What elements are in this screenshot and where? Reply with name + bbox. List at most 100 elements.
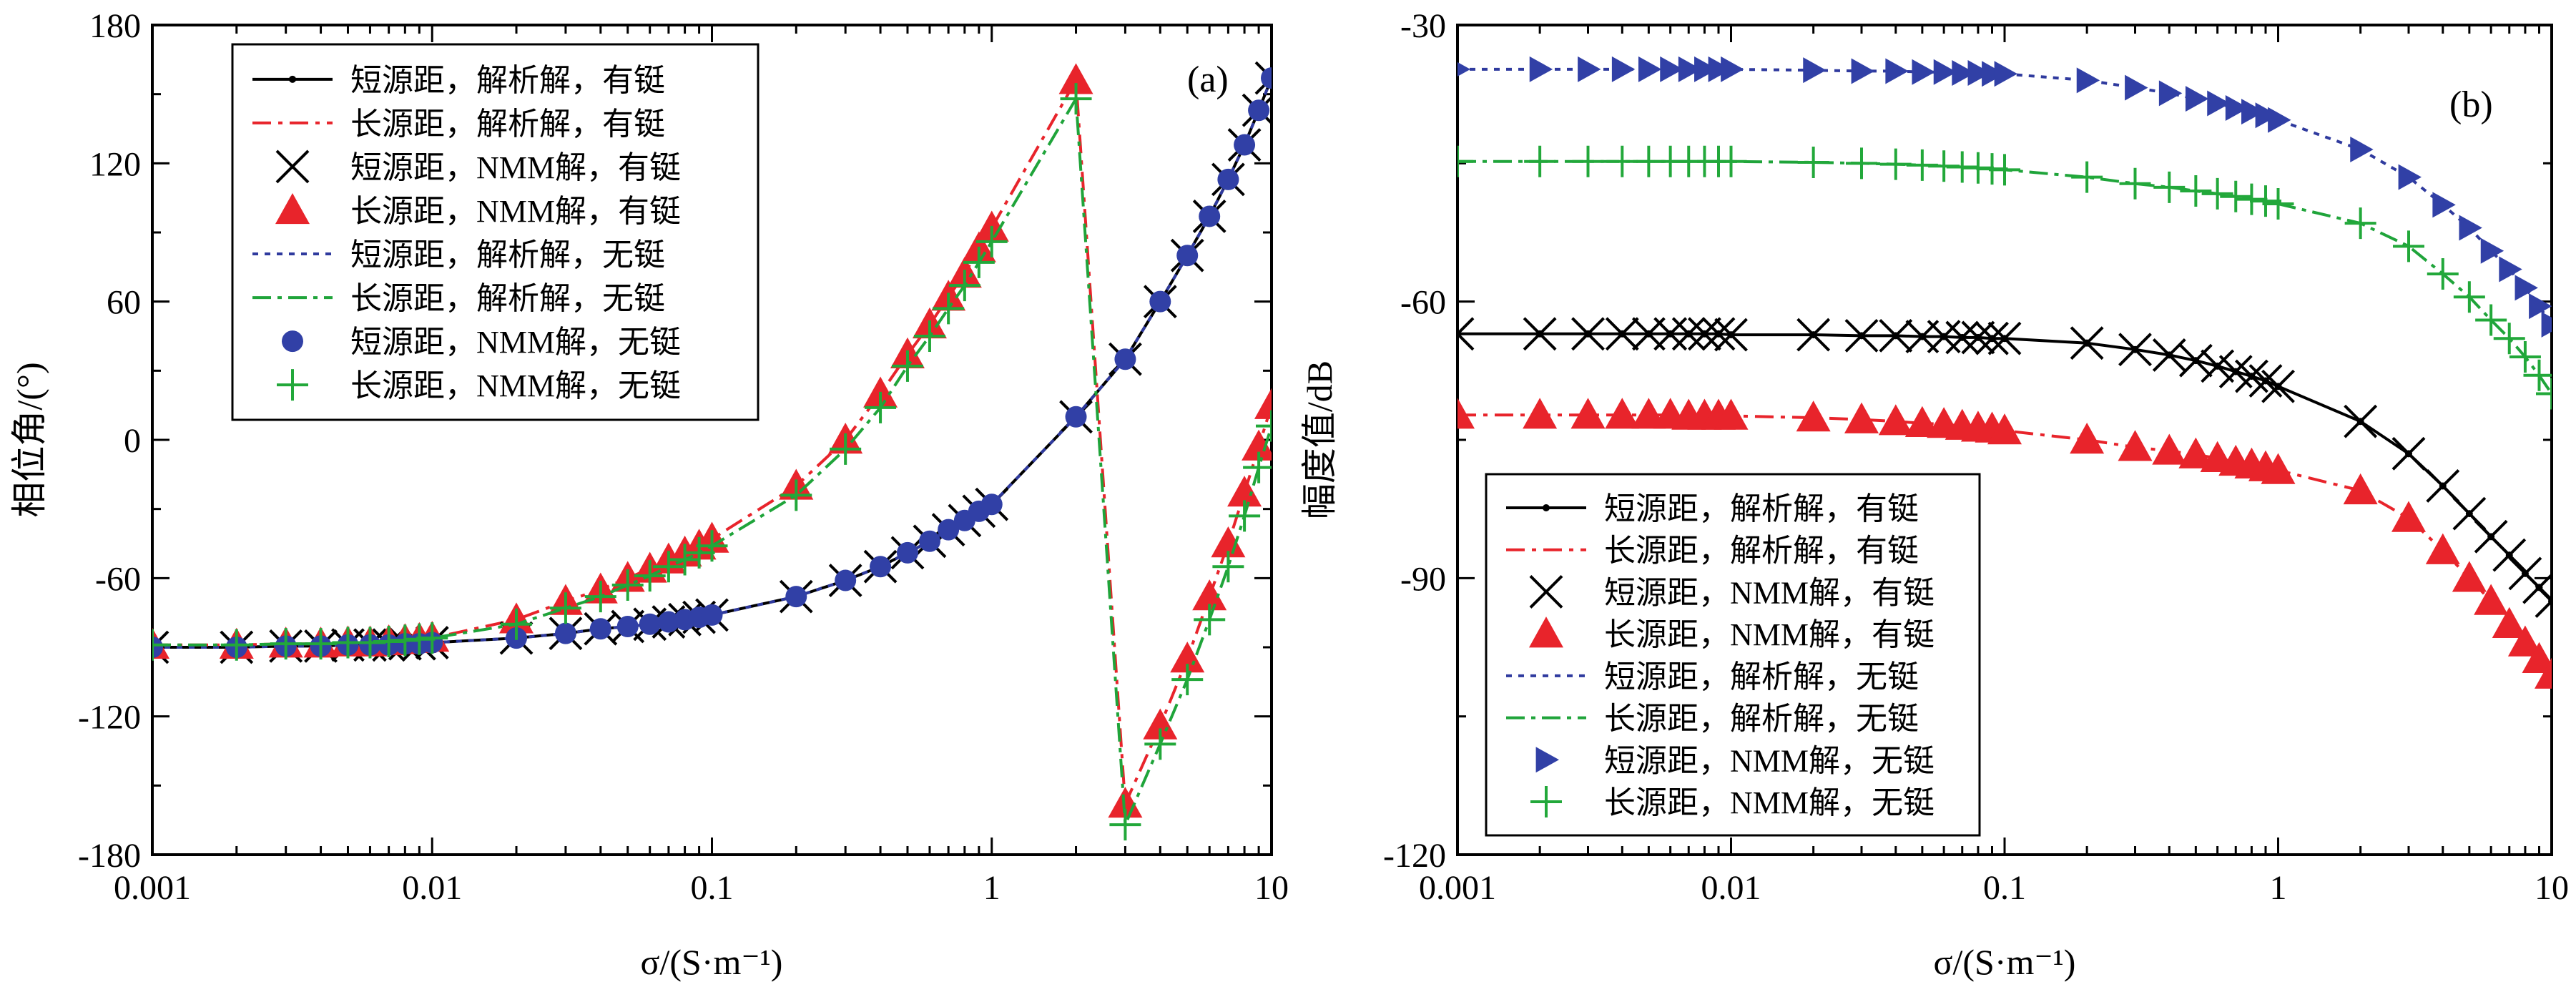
series-marker [2268,107,2291,133]
legend-label: 短源距，解析解，无铤 [350,237,665,272]
series-marker [1572,145,1604,177]
series-marker [1715,145,1747,177]
panel-a-xlabel: σ/(S·m⁻¹) [641,942,783,982]
legend-marker [277,369,308,401]
series-marker [2509,341,2541,373]
series-marker [1457,317,1475,351]
legend-item: 长源距，解析解，无铤 [252,281,665,316]
panel-a-label: (a) [1187,59,1229,100]
legend-marker [1529,617,1563,648]
legend-label: 短源距，解析解，无铤 [1604,659,1919,694]
panel-a-ylabel: 相位角/(°) [9,362,49,517]
panel-b-legend: 短源距，解析解，有铤长源距，解析解，有铤短源距，NMM解，有铤长源距，NMM解，… [1485,473,1981,837]
panel-b-plot: 0.001 0.01 0.1 1 10 -120 -90 -60 -30 短源距，解析解，有铤长源… [1383,7,2569,907]
y-tick-label: -60 [1400,284,1446,322]
series-marker [657,611,679,633]
series-marker [1653,317,1688,351]
series-marker [835,569,857,591]
series-marker [1796,318,1831,352]
series-marker [913,320,945,352]
series-marker [1987,321,2022,355]
series-marker [2248,364,2283,398]
series-8 [152,83,1272,841]
series-marker [1605,317,1639,351]
panel-b-axes: 0.001 0.01 0.1 1 10 -120 -90 -60 -30 [1383,7,2569,907]
series-marker [1256,410,1272,442]
series-marker [865,391,897,423]
x-tick-label: 1 [983,869,1001,907]
series-marker [554,622,576,644]
series-marker [2070,423,2105,454]
series-marker [2119,167,2151,200]
panel-b-series [1457,56,2552,689]
series-marker [1261,67,1272,89]
series-marker [2236,183,2268,215]
series-marker [1688,317,1721,351]
legend-marker [1535,747,1559,773]
series-marker [1211,526,1246,558]
series-marker [2152,338,2186,372]
series-marker [975,225,1008,257]
legend-marker [1529,575,1563,609]
series-marker [1844,318,1879,353]
series-marker [1212,551,1244,583]
series-marker [1109,809,1141,841]
series-marker [2076,67,2100,94]
series-marker [611,569,644,601]
legend-item: 短源距，解析解，无铤 [252,237,665,272]
series-marker [1523,317,1557,351]
x-tick-label: 0.1 [691,869,734,907]
series-marker [780,479,812,511]
legend-item: 长源距，NMM解，有铤 [275,192,681,229]
series-marker [2426,469,2460,503]
series-marker [2480,237,2504,264]
series-marker [2536,378,2552,410]
series-marker [1606,145,1638,177]
series-marker [501,608,533,640]
series-marker [1714,318,1748,352]
y-tick-label: -90 [1400,560,1446,598]
series-marker [1457,145,1473,177]
series-marker [870,556,892,578]
series-marker [1254,61,1272,95]
legend-label: 短源距，解析解，有铤 [350,63,665,98]
series-marker [2241,99,2265,125]
series-marker [2393,230,2424,262]
series-marker [1529,56,1553,82]
y-tick-label: 180 [89,7,141,45]
series-marker [1879,148,1912,180]
series-marker [639,613,661,635]
legend-item: 短源距，NMM解，有铤 [1529,575,1935,610]
legend-label: 短源距，NMM解，无铤 [1604,743,1935,778]
legend-item: 短源距，解析解，有铤 [252,63,665,98]
series-8 [1457,145,2552,410]
series-marker [1945,320,1980,355]
series-marker [2262,188,2294,220]
series-marker [2118,430,2153,461]
series-marker [1796,401,1831,432]
legend-label: 短源距，解析解，有铤 [1604,491,1919,526]
series-marker [416,622,448,654]
series-marker [2344,207,2376,240]
panel-b-xlabel: σ/(S·m⁻¹) [1934,942,2076,982]
series-marker [2225,95,2249,121]
legend-marker [282,330,303,353]
series-marker [2535,584,2552,618]
legend-marker [289,75,296,83]
x-tick-label: 10 [2535,869,2569,907]
series-marker [1879,318,1913,353]
series-marker [1994,61,2017,87]
series-marker [2391,501,2426,532]
series-marker [1952,60,1975,87]
series-marker [2350,137,2374,162]
series-marker [1242,429,1272,461]
series-marker [2514,275,2538,301]
y-tick-label: 120 [89,145,141,183]
series-marker [2158,80,2183,107]
series-marker [963,246,995,278]
series-marker [152,637,163,658]
series-marker [2427,258,2459,290]
series-marker [2261,453,2296,484]
series-marker [2522,642,2552,673]
